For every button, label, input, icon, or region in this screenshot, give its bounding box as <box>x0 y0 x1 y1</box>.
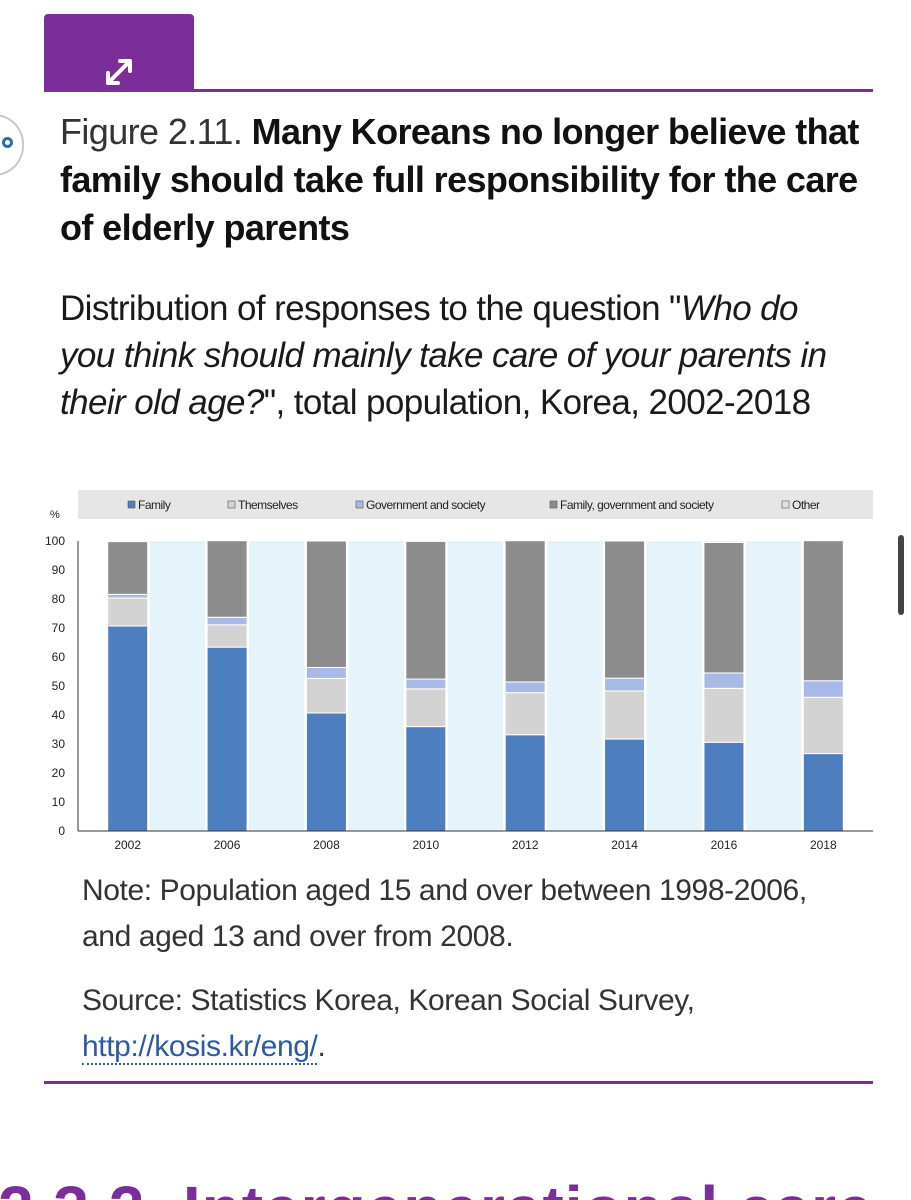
bar-segment <box>107 540 149 543</box>
subtitle-question: Who do you think should mainly take care… <box>60 289 827 422</box>
background-band <box>249 541 305 831</box>
bar-segment <box>305 540 347 668</box>
x-tick-label: 2016 <box>711 838 738 852</box>
figure-number: Figure 2.11. <box>60 111 243 152</box>
bar-segment <box>703 741 745 832</box>
next-section-heading: 2.3.2. Intergenerational care <box>0 1180 911 1200</box>
bar-segment <box>504 540 546 683</box>
legend-swatch <box>781 500 790 509</box>
bar-segment <box>107 625 149 832</box>
figure-heading: Many Koreans no longer believe that fami… <box>60 111 859 248</box>
x-tick-label: 2012 <box>512 838 539 852</box>
bar-segment <box>703 540 745 543</box>
x-tick-label: 2008 <box>313 838 340 852</box>
bar-segment <box>305 677 347 714</box>
source-text: Source: Statistics Korea, Korean Social … <box>82 984 695 1017</box>
bar-segment <box>206 616 248 626</box>
legend-swatch <box>355 500 364 509</box>
x-tick-label: 2014 <box>611 838 638 852</box>
bar-segment <box>504 692 546 736</box>
y-tick-label: 50 <box>52 679 66 693</box>
bar-segment <box>405 726 447 832</box>
expand-arrows-icon <box>106 59 132 85</box>
bar-segment <box>305 712 347 832</box>
legend-swatch <box>227 500 236 509</box>
bar-segment <box>405 688 447 728</box>
legend-swatch <box>127 500 136 509</box>
bar-segment <box>604 690 646 740</box>
figure-subtitle: Distribution of responses to the questio… <box>60 285 860 426</box>
x-tick-label: 2002 <box>114 838 141 852</box>
bar-segment <box>604 540 646 679</box>
y-tick-label: 30 <box>52 737 66 751</box>
bar-segment <box>107 597 149 627</box>
y-tick-label: 40 <box>52 708 66 722</box>
bar-segment <box>802 696 844 755</box>
bar-segment <box>107 593 149 599</box>
x-tick-label: 2006 <box>214 838 241 852</box>
background-band <box>547 541 603 831</box>
x-tick-label: 2018 <box>810 838 837 852</box>
y-tick-label: 0 <box>58 824 65 838</box>
legend-label: Other <box>792 498 820 512</box>
bar-segment <box>504 681 546 694</box>
bar-segment <box>802 540 844 682</box>
legend-label: Family <box>138 498 171 512</box>
bar-segment <box>206 646 248 832</box>
figure-title: Figure 2.11. Many Koreans no longer beli… <box>60 108 860 252</box>
background-band <box>745 541 802 831</box>
y-tick-label: 10 <box>52 795 66 809</box>
scrollbar-thumb[interactable] <box>898 535 904 615</box>
y-tick-label: 100 <box>45 534 65 548</box>
subtitle-scope: ", total population, Korea, 2002-2018 <box>263 383 811 422</box>
bar-segment <box>703 672 745 689</box>
bar-segment <box>604 738 646 832</box>
bar-segment <box>206 540 248 618</box>
subtitle-intro: Distribution of responses to the questio… <box>60 289 681 328</box>
bar-segment <box>802 680 844 698</box>
bar-segment <box>604 677 646 692</box>
bar-segment <box>305 666 347 679</box>
figure-source: Source: Statistics Korea, Korean Social … <box>82 978 842 1070</box>
background-band <box>646 541 702 831</box>
x-tick-label: 2010 <box>412 838 439 852</box>
y-tick-label: 20 <box>52 766 66 780</box>
legend-label: Family, government and society <box>560 498 714 512</box>
bar-segment <box>703 687 745 743</box>
side-share-button[interactable] <box>0 114 24 176</box>
y-tick-label: 70 <box>52 621 66 635</box>
bar-segment <box>703 541 745 674</box>
top-divider <box>44 89 873 92</box>
bar-segment <box>206 624 248 648</box>
legend-swatch <box>549 500 558 509</box>
expand-figure-button[interactable] <box>44 14 194 91</box>
legend-label: Government and society <box>366 498 486 512</box>
legend-label: Themselves <box>238 498 298 512</box>
bar-segment <box>504 734 546 832</box>
bar-segment <box>802 753 844 832</box>
background-band <box>149 541 206 831</box>
stacked-bar-chart: Family Themselves Government and society Fa… <box>45 490 873 852</box>
link-icon <box>2 137 13 148</box>
figure-note: Note: Population aged 15 and over betwee… <box>82 874 807 953</box>
bar-segment <box>405 678 447 690</box>
background-band <box>447 541 504 831</box>
bar-segment <box>107 541 149 595</box>
bar-segment <box>405 540 447 680</box>
y-tick-label: 60 <box>52 650 66 664</box>
bottom-divider <box>44 1081 873 1084</box>
legend-background <box>78 490 873 519</box>
y-tick-label: 80 <box>52 592 66 606</box>
y-axis-label: % <box>50 509 60 521</box>
background-band <box>348 541 404 831</box>
y-tick-label: 90 <box>52 563 66 577</box>
source-link[interactable]: http://kosis.kr/eng/ <box>82 1030 318 1065</box>
source-period: . <box>317 1030 326 1063</box>
next-section-heading-text: 2.3.2. Intergenerational care <box>0 1180 874 1200</box>
